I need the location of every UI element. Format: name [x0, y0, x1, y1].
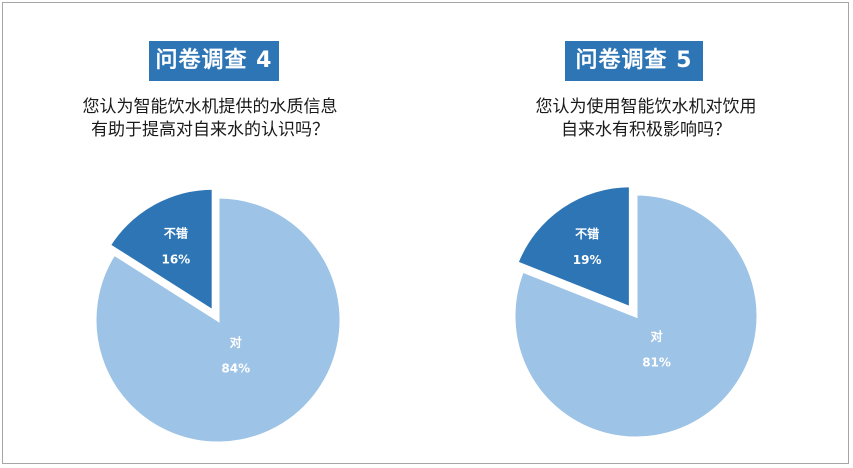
slice-category-label: 不错 — [164, 225, 188, 240]
survey-panel-4: 问卷调查 4 您认为智能饮水机提供的水质信息 有助于提高对自来水的认识吗？ 对 8… — [0, 0, 426, 468]
slice-value-label: 84% — [221, 361, 250, 375]
slice-category-label: 不错 — [575, 226, 599, 241]
survey-question: 您认为智能饮水机提供的水质信息 有助于提高对自来水的认识吗？ — [0, 96, 423, 142]
slice-value-label: 16% — [161, 252, 190, 266]
question-line: 有助于提高对自来水的认识吗？ — [91, 120, 329, 140]
pie-slice-main — [93, 195, 343, 445]
slice-value-label: 81% — [642, 355, 671, 369]
pie-chart: 对 81% 不错 19% — [512, 184, 760, 440]
question-line: 自来水有积极影响吗？ — [561, 120, 731, 140]
slice-value-label: 19% — [573, 253, 602, 267]
question-line: 您认为使用智能饮水机对饮用 — [535, 97, 757, 117]
survey-title-badge: 问卷调查 4 — [149, 41, 279, 81]
pie-slice-main — [512, 192, 760, 440]
survey-title-badge: 问卷调查 5 — [565, 41, 703, 81]
pie-chart: 对 84% 不错 16% — [93, 186, 343, 445]
survey-question: 您认为使用智能饮水机对饮用 自来水有积极影响吗？ — [433, 96, 853, 142]
question-line: 您认为智能饮水机提供的水质信息 — [82, 97, 338, 117]
slice-category-label: 对 — [651, 328, 663, 343]
pie-slice-exploded — [514, 184, 632, 310]
pie-slice-exploded — [107, 186, 215, 314]
slice-category-label: 对 — [230, 334, 242, 349]
survey-panel-5: 问卷调查 5 您认为使用智能饮水机对饮用 自来水有积极影响吗？ 对 81% 不错 19… — [427, 0, 853, 468]
